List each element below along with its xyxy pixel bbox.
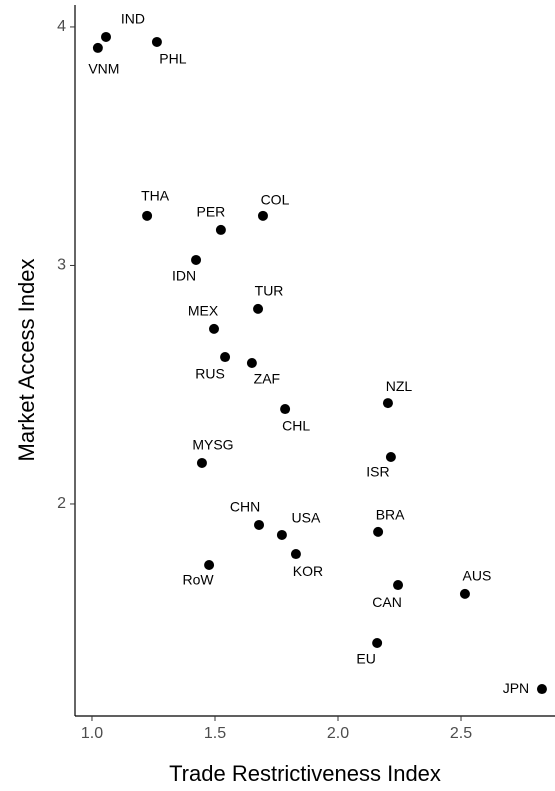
point-label: EU [356,651,375,667]
point-label: COL [261,192,290,208]
x-tick-label: 1.5 [204,725,226,742]
point [257,210,268,221]
y-tick-label: 2 [57,495,66,512]
point-label: AUS [463,568,492,584]
point-label: RUS [195,366,225,382]
point-label: CAN [372,594,402,610]
point-label: TUR [255,283,284,299]
y-axis-title: Market Access Index [14,259,39,462]
point [92,42,103,53]
point [215,224,226,235]
point-label: IDN [172,268,196,284]
point [253,303,264,314]
point-label: IND [121,11,145,27]
point [276,529,287,540]
point [254,519,265,530]
point [142,210,153,221]
point [280,404,291,415]
point [209,323,220,334]
point [373,526,384,537]
x-tick-label: 1.0 [81,725,103,742]
point-label: PER [196,204,225,220]
y-tick-label: 3 [57,257,66,274]
x-tick-label: 2.5 [450,725,472,742]
point [459,588,470,599]
point [246,358,257,369]
x-tick-label: 2.0 [327,725,349,742]
point [100,31,111,42]
point [372,638,383,649]
point-label: RoW [183,572,215,588]
point-label: MEX [188,303,219,319]
point-label: MYSG [192,437,233,453]
y-tick-label: 4 [57,18,66,35]
point [151,36,162,47]
point-label: ZAF [254,371,280,387]
point-label: CHN [230,499,260,515]
point-label: KOR [293,563,323,579]
point [385,451,396,462]
point-label: JPN [503,680,529,696]
point-label: USA [292,510,321,526]
point-label: BRA [376,507,405,523]
point-label: CHL [282,418,310,434]
point [196,457,207,468]
point-label: VNM [88,61,119,77]
point [536,684,547,695]
point-label: ISR [366,464,389,480]
point [382,398,393,409]
point [204,560,215,571]
point [220,352,231,363]
point-label: THA [141,188,170,204]
point [290,549,301,560]
x-axis-title: Trade Restrictiveness Index [169,761,441,786]
point-label: NZL [386,378,413,394]
point [191,254,202,265]
point-label: PHL [159,51,186,67]
point [393,580,404,591]
